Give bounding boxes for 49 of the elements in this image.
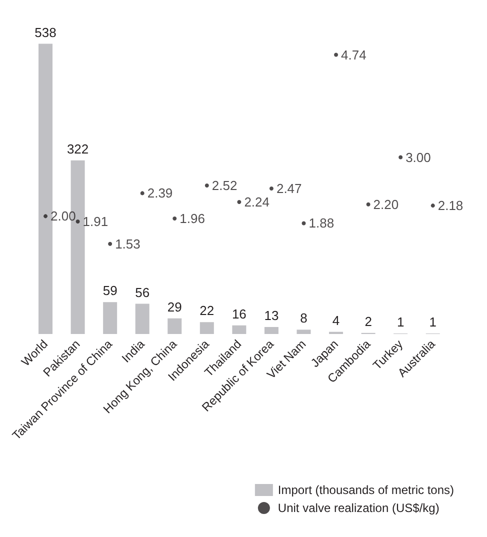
data-label: 1.91 — [82, 214, 108, 229]
bar — [264, 326, 278, 334]
data-label: 2.52 — [212, 178, 238, 194]
data-label: 2.24 — [244, 194, 270, 210]
point — [269, 186, 274, 190]
data-label: 16 — [232, 306, 246, 322]
point — [302, 221, 306, 226]
point — [334, 52, 338, 57]
data-label: 1 — [396, 314, 404, 330]
bar — [200, 322, 214, 334]
bar — [232, 325, 246, 334]
point — [140, 191, 144, 196]
data-label: 322 — [66, 141, 89, 156]
point — [366, 202, 370, 206]
data-label: 1.96 — [180, 211, 205, 226]
data-label: 2.47 — [276, 180, 302, 196]
point — [76, 219, 80, 224]
data-label: 1.53 — [115, 236, 140, 252]
legend-label: Import (thousands of metric tons) — [278, 483, 454, 497]
data-label: 3.00 — [406, 150, 431, 165]
legend-label: Unit valve realization (US$/kg) — [278, 501, 440, 515]
data-label: 22 — [200, 303, 214, 318]
data-label: 2.20 — [373, 196, 399, 212]
data-label: 2.18 — [438, 198, 464, 214]
point — [430, 204, 435, 208]
data-label: 59 — [102, 283, 118, 298]
data-label: 1.88 — [308, 216, 334, 231]
data-label: 2 — [364, 314, 372, 329]
data-label: 2.00 — [50, 208, 76, 224]
bar — [135, 304, 150, 334]
point — [398, 155, 403, 160]
data-label: 2.39 — [147, 186, 173, 201]
data-label: 56 — [135, 284, 150, 300]
data-label: 8 — [300, 310, 308, 326]
data-label: 4 — [332, 312, 340, 328]
data-label: 538 — [34, 24, 56, 40]
point — [44, 214, 48, 218]
data-label: 13 — [264, 308, 279, 323]
bar — [168, 318, 182, 334]
point — [108, 242, 112, 246]
point — [204, 184, 209, 188]
bar — [38, 44, 53, 334]
data-label: 4.74 — [341, 47, 366, 62]
bar — [296, 330, 311, 334]
data-label: 1 — [429, 314, 436, 330]
point — [172, 216, 177, 221]
bar — [103, 302, 118, 334]
data-label: 29 — [167, 299, 182, 314]
point — [237, 200, 242, 204]
